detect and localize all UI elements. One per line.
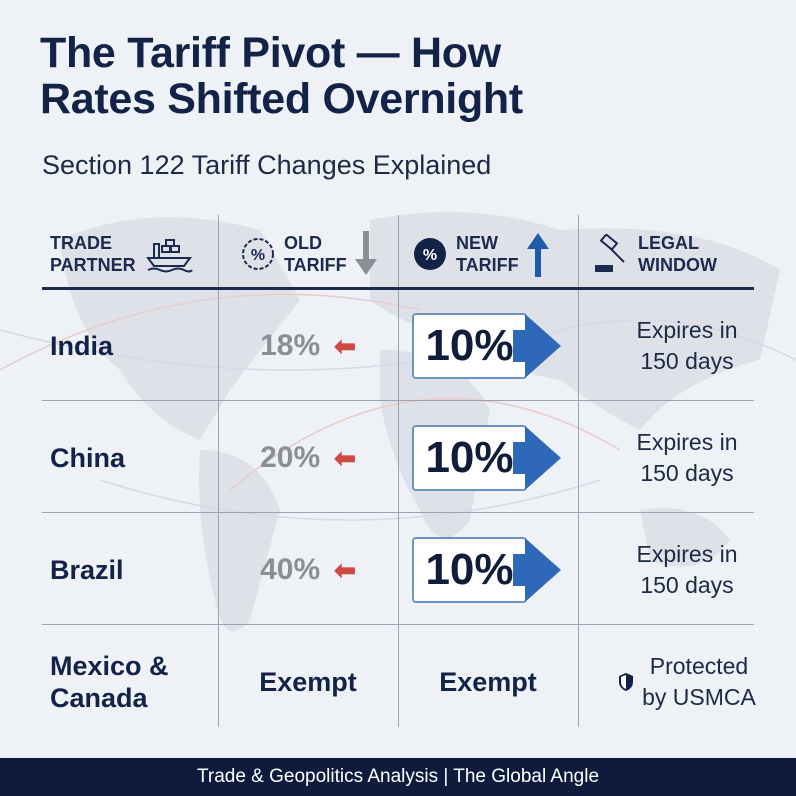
gavel-icon xyxy=(595,234,625,272)
arrow-down-icon xyxy=(354,231,377,275)
header-divider xyxy=(42,287,754,290)
arrow-left-icon: ⬅ xyxy=(334,330,356,361)
svg-text:%: % xyxy=(423,247,437,264)
arrow-right-icon xyxy=(513,314,561,378)
new-tariff: 10% xyxy=(412,514,582,626)
table-row: Brazil 40% ⬅ 10% Expires in 150 days xyxy=(0,514,796,626)
column-divider xyxy=(218,215,219,727)
partner-name: Mexico & Canada xyxy=(50,651,169,713)
subtitle: Section 122 Tariff Changes Explained xyxy=(42,150,492,180)
header-legal-window: LEGAL WINDOW xyxy=(594,222,717,286)
legal-window: Protected by USMCA xyxy=(578,626,796,738)
footer: Trade & Geopolitics Analysis | The Globa… xyxy=(0,758,796,796)
header-old-tariff: % OLD TARIFF xyxy=(240,222,377,286)
legal-window: Expires in 150 days xyxy=(636,541,738,598)
partner-name: China xyxy=(50,443,126,473)
legal-window: Expires in 150 days xyxy=(636,429,738,486)
new-tariff: 10% xyxy=(412,402,582,514)
row-divider xyxy=(42,624,754,625)
arrow-right-icon xyxy=(513,426,561,490)
percent-badge-filled-icon: % xyxy=(414,238,446,270)
new-tariff: 10% xyxy=(412,290,582,402)
table-row: India 18% ⬅ 10% Expires in 150 days xyxy=(0,290,796,402)
column-divider xyxy=(578,215,579,727)
legal-window: Expires in 150 days xyxy=(636,317,738,374)
header-trade-partner: TRADE PARTNER xyxy=(50,222,194,286)
arrow-right-icon xyxy=(513,538,561,602)
world-map-background xyxy=(0,212,796,632)
cargo-ship-icon xyxy=(145,239,193,273)
new-tariff: Exempt xyxy=(439,666,537,697)
arrow-left-icon: ⬅ xyxy=(334,554,356,585)
page-title: The Tariff Pivot — How Rates Shifted Over… xyxy=(40,29,523,123)
old-tariff: Exempt xyxy=(259,666,357,697)
row-divider xyxy=(42,400,754,401)
arrow-left-icon: ⬅ xyxy=(334,442,356,473)
percent-badge-outline-icon: % xyxy=(242,238,274,270)
partner-name: India xyxy=(50,331,114,361)
old-tariff: 18% ⬅ xyxy=(260,329,356,362)
column-divider xyxy=(398,215,399,727)
svg-text:%: % xyxy=(251,247,265,264)
old-tariff: 40% ⬅ xyxy=(260,553,356,586)
table-row: China 20% ⬅ 10% Expires in 150 days xyxy=(0,402,796,514)
header-new-tariff: % NEW TARIFF xyxy=(412,222,549,286)
old-tariff: 20% ⬅ xyxy=(260,441,356,474)
shield-icon xyxy=(619,673,634,691)
table-row-exempt: Mexico & Canada Exempt Exempt Protected by… xyxy=(0,626,796,738)
arrow-up-icon xyxy=(526,233,549,277)
row-divider xyxy=(42,512,754,513)
partner-name: Brazil xyxy=(50,555,124,585)
